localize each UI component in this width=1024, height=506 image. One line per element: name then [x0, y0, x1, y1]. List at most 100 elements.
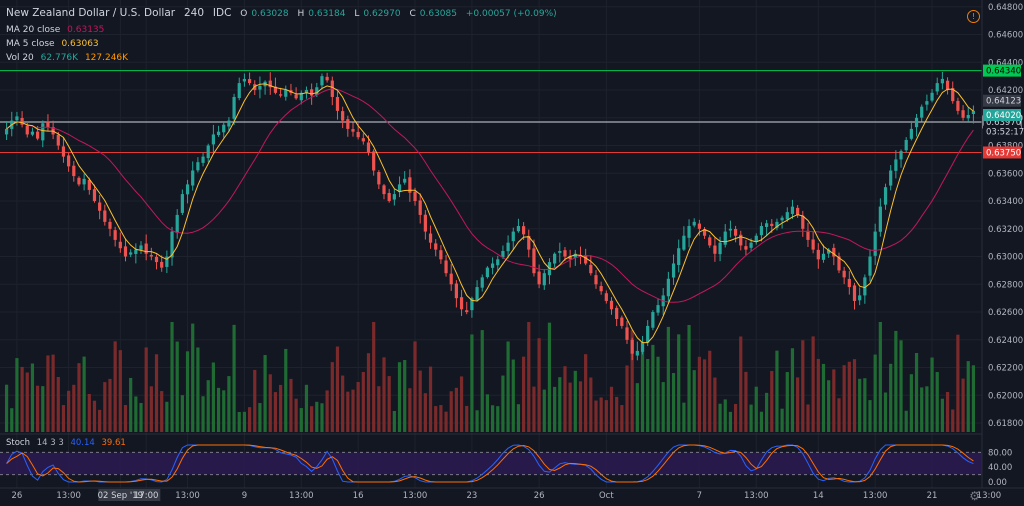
candle-body[interactable] — [842, 270, 846, 278]
candle-body[interactable] — [222, 124, 226, 133]
time-tick-label[interactable]: Oct — [599, 491, 614, 501]
candle-body[interactable] — [361, 138, 365, 142]
candle-body[interactable] — [666, 278, 670, 297]
candle-body[interactable] — [480, 277, 484, 288]
time-tick-label[interactable]: 23 — [466, 491, 477, 501]
candle-body[interactable] — [397, 184, 402, 193]
candle-body[interactable] — [858, 295, 862, 301]
candle-body[interactable] — [46, 121, 50, 128]
candle-body[interactable] — [485, 267, 490, 278]
candle-body[interactable] — [837, 256, 841, 271]
candle-body[interactable] — [951, 88, 955, 102]
candle-body[interactable] — [134, 249, 138, 254]
candle-body[interactable] — [201, 156, 205, 163]
candle-body[interactable] — [108, 221, 112, 229]
candle-body[interactable] — [237, 83, 241, 99]
candle-body[interactable] — [925, 101, 929, 105]
candle-body[interactable] — [537, 271, 541, 285]
time-tick-label[interactable]: 13:00 — [744, 491, 769, 501]
candle-body[interactable] — [780, 217, 784, 221]
candle-body[interactable] — [428, 233, 433, 243]
candle-body[interactable] — [118, 241, 122, 249]
candle-body[interactable] — [713, 245, 717, 254]
price-line-tag[interactable] — [983, 64, 1021, 77]
candle-body[interactable] — [294, 94, 298, 99]
candle-body[interactable] — [139, 245, 143, 250]
candle-body[interactable] — [589, 264, 593, 274]
gear-icon[interactable]: ⚙ — [969, 489, 980, 503]
candle-body[interactable] — [522, 226, 526, 235]
candle-body[interactable] — [553, 253, 557, 264]
candle-body[interactable] — [154, 256, 159, 263]
candle-body[interactable] — [310, 89, 314, 96]
candle-body[interactable] — [160, 261, 164, 268]
candle-body[interactable] — [490, 263, 495, 268]
stoch-panel[interactable] — [0, 433, 1024, 483]
candle-body[interactable] — [889, 170, 893, 186]
candle-body[interactable] — [346, 119, 350, 129]
candle-body[interactable] — [129, 252, 133, 255]
candle-body[interactable] — [759, 226, 764, 236]
candle-body[interactable] — [413, 191, 417, 202]
candle-body[interactable] — [894, 159, 898, 171]
candle-body[interactable] — [77, 177, 81, 185]
interval-label[interactable]: 240 — [183, 7, 205, 19]
candle-body[interactable] — [423, 214, 427, 232]
time-tick-label[interactable]: 17:00 — [134, 491, 159, 501]
candle-body[interactable] — [671, 263, 676, 278]
candle-body[interactable] — [920, 106, 924, 118]
symbol-title[interactable]: New Zealand Dollar / U.S. Dollar — [6, 7, 176, 19]
candle-body[interactable] — [651, 312, 655, 328]
candle-body[interactable] — [408, 177, 412, 193]
candle-body[interactable] — [465, 310, 469, 313]
candle-body[interactable] — [454, 283, 458, 299]
candle-body[interactable] — [511, 231, 515, 242]
horizontal-lines[interactable] — [0, 70, 982, 153]
candle-body[interactable] — [682, 235, 686, 250]
candle-body[interactable] — [180, 194, 184, 213]
candle-body[interactable] — [216, 131, 221, 136]
candle-body[interactable] — [744, 246, 748, 250]
candle-body[interactable] — [320, 76, 324, 86]
candle-body[interactable] — [599, 286, 603, 292]
candle-body[interactable] — [940, 78, 944, 84]
candle-body[interactable] — [604, 293, 608, 301]
candle-body[interactable] — [279, 94, 283, 96]
time-tick-label[interactable]: 13:00 — [56, 491, 81, 501]
ma20-legend[interactable]: MA 20 close 0.63135 — [6, 24, 104, 36]
candle-body[interactable] — [728, 228, 733, 231]
candle-body[interactable] — [966, 115, 970, 119]
time-tick-label[interactable]: 16 — [353, 491, 364, 501]
candle-body[interactable] — [341, 111, 345, 121]
candle-body[interactable] — [242, 78, 247, 82]
price-tag[interactable] — [983, 109, 1021, 122]
time-tick-label[interactable]: 13:00 — [175, 491, 200, 501]
candle-body[interactable] — [878, 206, 882, 232]
candle-body[interactable] — [165, 256, 169, 267]
candle-body[interactable] — [832, 247, 836, 257]
candle-body[interactable] — [82, 178, 86, 185]
candle-body[interactable] — [790, 206, 795, 214]
candle-body[interactable] — [506, 242, 510, 252]
candle-body[interactable] — [971, 110, 976, 114]
candle-body[interactable] — [945, 80, 950, 91]
vol-legend[interactable]: Vol 20 62.776K 127.246K — [6, 52, 128, 64]
candle-body[interactable] — [801, 215, 805, 229]
candles[interactable] — [4, 71, 976, 361]
price-line-tag[interactable] — [983, 146, 1021, 159]
candle-body[interactable] — [816, 249, 820, 260]
candle-body[interactable] — [821, 253, 826, 260]
candle-body[interactable] — [930, 92, 934, 101]
candle-body[interactable] — [718, 242, 722, 255]
candle-body[interactable] — [315, 87, 319, 95]
candle-body[interactable] — [646, 325, 650, 343]
candle-body[interactable] — [516, 226, 521, 232]
candle-body[interactable] — [620, 317, 624, 326]
candle-body[interactable] — [325, 76, 329, 81]
candle-body[interactable] — [573, 253, 577, 258]
candle-body[interactable] — [299, 92, 303, 101]
candle-body[interactable] — [459, 297, 464, 310]
candle-body[interactable] — [211, 134, 215, 145]
candle-body[interactable] — [206, 145, 210, 159]
candle-body[interactable] — [697, 223, 701, 229]
